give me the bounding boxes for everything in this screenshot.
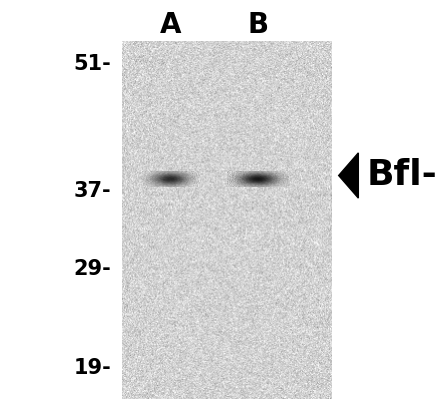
Text: 19-: 19- bbox=[74, 358, 111, 378]
Text: 29-: 29- bbox=[74, 259, 111, 279]
Text: 37-: 37- bbox=[74, 181, 111, 201]
Polygon shape bbox=[339, 153, 358, 198]
Text: Bfl-1: Bfl-1 bbox=[367, 159, 437, 192]
Text: 51-: 51- bbox=[74, 54, 111, 74]
Text: A: A bbox=[160, 11, 181, 39]
Text: B: B bbox=[247, 11, 268, 39]
